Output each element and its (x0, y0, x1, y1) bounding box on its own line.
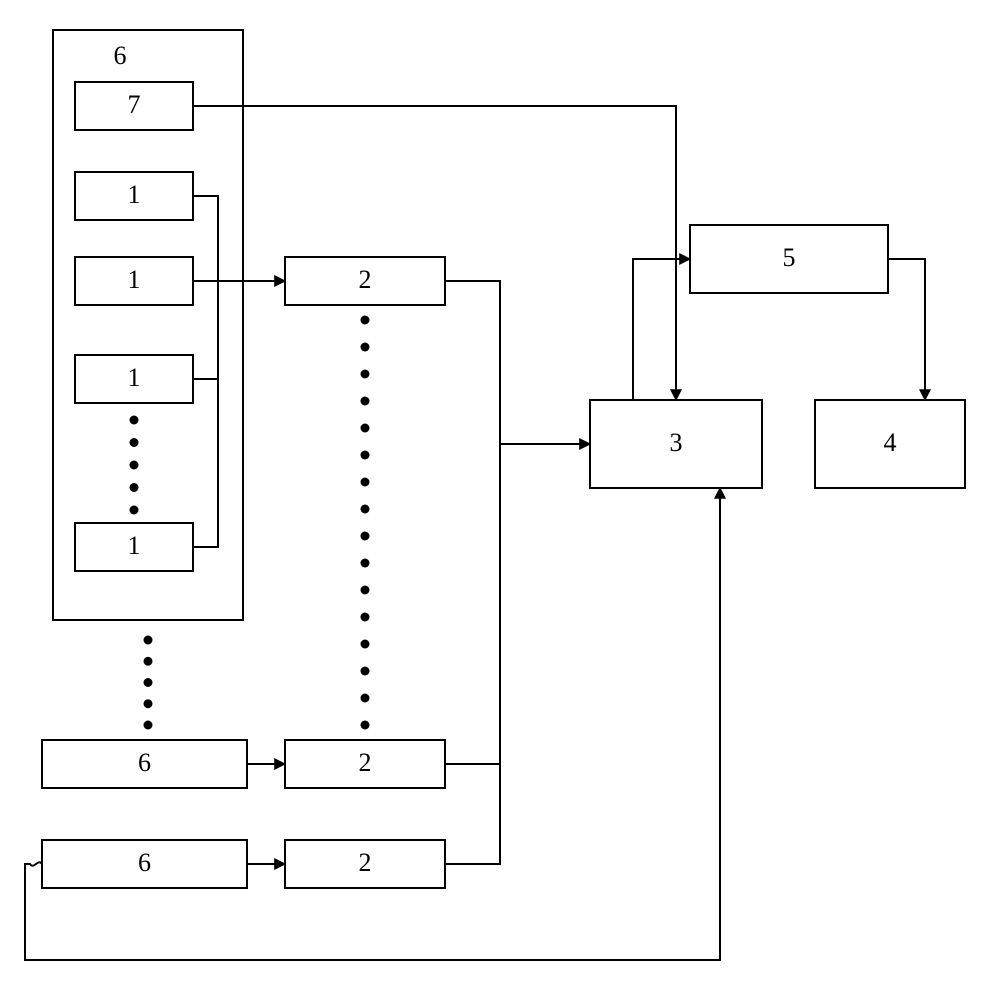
connector-c2m_up (445, 444, 500, 764)
block-box_6_mid: 6 (42, 740, 247, 788)
dots-dots_2col (361, 316, 370, 730)
block-label-box_6_bot: 6 (138, 848, 151, 877)
block-box_6_bot: 6 (42, 840, 247, 888)
block-box_1_d: 1 (75, 523, 193, 571)
block-label-box_2_mid: 2 (359, 748, 372, 777)
connector-c3_to_5 (633, 259, 690, 400)
connector-c1d_bus (193, 379, 218, 547)
block-label-container_6: 6 (114, 41, 127, 70)
block-box_1_a: 1 (75, 172, 193, 220)
connector-c2t_to_3 (445, 281, 590, 444)
block-label-box_6_mid: 6 (138, 748, 151, 777)
block-container_6: 6 (53, 30, 243, 620)
connector-c1c_bus (193, 281, 218, 379)
block-box_5: 5 (690, 225, 888, 293)
block-box_2_bot: 2 (285, 840, 445, 888)
block-label-box_3: 3 (670, 428, 683, 457)
block-box_3: 3 (590, 400, 762, 488)
block-label-box_4: 4 (884, 428, 897, 457)
block-box_1_c: 1 (75, 355, 193, 403)
block-label-box_1_d: 1 (128, 531, 141, 560)
block-label-box_2_top: 2 (359, 265, 372, 294)
block-box_1_b: 1 (75, 257, 193, 305)
dots-dots_gap1 (144, 636, 153, 730)
connector-c5_to_4 (888, 259, 925, 400)
block-label-box_7: 7 (128, 90, 141, 119)
block-label-box_2_bot: 2 (359, 848, 372, 877)
connector-c1a_bus (193, 196, 218, 281)
block-label-box_1_a: 1 (128, 180, 141, 209)
block-label-box_1_c: 1 (128, 363, 141, 392)
block-label-box_5: 5 (783, 243, 796, 272)
block-box_2_mid: 2 (285, 740, 445, 788)
block-box_4: 4 (815, 400, 965, 488)
connector-c7_to_3 (193, 106, 676, 400)
connector-c2b_up (445, 764, 500, 864)
dots-dots_1col (130, 416, 139, 515)
block-box_7: 7 (75, 82, 193, 130)
block-label-box_1_b: 1 (128, 265, 141, 294)
block-box_2_top: 2 (285, 257, 445, 305)
